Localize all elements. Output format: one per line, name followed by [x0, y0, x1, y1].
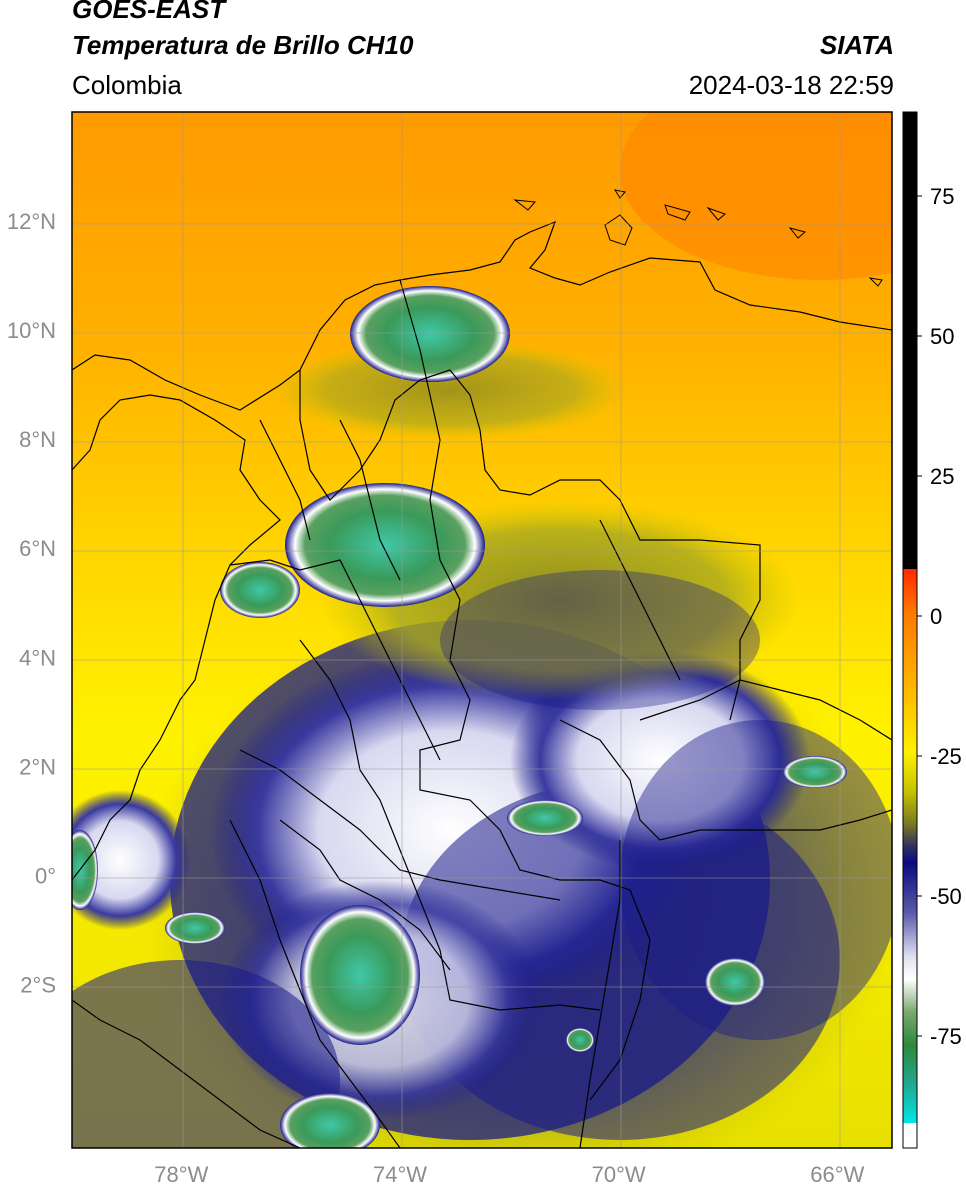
- latitude-label: 10°N: [7, 318, 56, 343]
- convective-core: [350, 286, 510, 382]
- convective-core: [300, 905, 420, 1045]
- brightness-temperature-field: [72, 112, 892, 1148]
- longitude-label: 66°W: [810, 1162, 864, 1187]
- colorbar-ticks: 75 50 25 0 -25 -50 -75: [917, 184, 962, 1049]
- island-outlines: [513, 189, 883, 287]
- convective-core: [72, 830, 98, 910]
- latitude-label: 2°S: [20, 972, 56, 997]
- colorbar-frame: [902, 111, 918, 1149]
- title-line-1: GOES-EAST: [72, 0, 226, 24]
- title-line-2: Temperatura de Brillo CH10: [72, 30, 414, 60]
- longitude-label: 78°W: [154, 1162, 208, 1187]
- convective-core: [285, 483, 485, 607]
- colorbar-tick-label: 75: [930, 184, 954, 209]
- latitude-label: 0°: [35, 863, 56, 888]
- colorbar-tick-label: -75: [930, 1024, 962, 1049]
- convective-core: [280, 1093, 380, 1148]
- longitude-label: 70°W: [592, 1162, 646, 1187]
- convective-core: [566, 1028, 594, 1052]
- latitude-label: 8°N: [19, 427, 56, 452]
- latitude-tick-labels: 12°N 10°N 8°N 6°N 4°N 2°N 0° 2°S: [7, 209, 56, 997]
- colorbar-tick-label: 50: [930, 324, 954, 349]
- convective-core: [783, 756, 847, 788]
- colorbar-tick-label: -50: [930, 884, 962, 909]
- longitude-tick-labels: 78°W 74°W 70°W 66°W: [154, 1162, 864, 1187]
- latitude-label: 4°N: [19, 645, 56, 670]
- gridlines: [72, 112, 892, 1148]
- colorbar-warm-segment: [903, 112, 917, 569]
- region-subtitle: Colombia: [72, 70, 182, 100]
- latitude-label: 12°N: [7, 209, 56, 234]
- colorbar-tick-label: 0: [930, 604, 942, 629]
- map-frame: [71, 111, 893, 1149]
- timestamp: 2024-03-18 22:59: [688, 70, 894, 100]
- latitude-label: 6°N: [19, 536, 56, 561]
- colorbar-gradient: [903, 569, 917, 1123]
- convective-core: [165, 912, 225, 944]
- colorbar-tick-label: -25: [930, 744, 962, 769]
- colorbar-tick-label: 25: [930, 464, 954, 489]
- longitude-label: 74°W: [373, 1162, 427, 1187]
- latitude-label: 2°N: [19, 754, 56, 779]
- convective-core: [220, 562, 300, 618]
- colorbar: 75 50 25 0 -25 -50 -75: [902, 111, 962, 1149]
- organization-label: SIATA: [819, 30, 894, 60]
- colorbar-cold-end: [903, 1123, 917, 1148]
- convective-core: [507, 800, 583, 836]
- convective-core: [705, 958, 765, 1006]
